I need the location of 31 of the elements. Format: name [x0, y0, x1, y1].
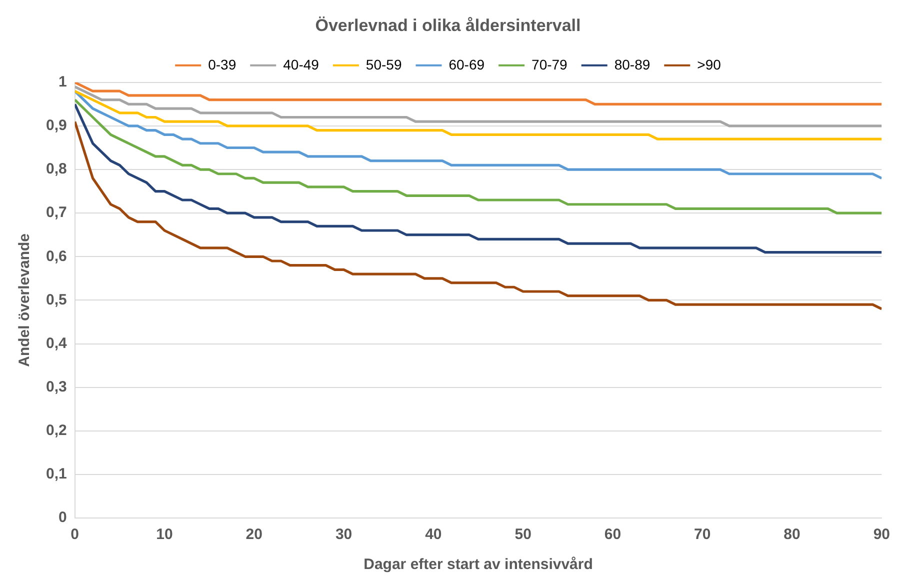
x-tick-label: 80 — [784, 526, 800, 544]
x-tick-label: 30 — [335, 526, 352, 544]
x-tick-label: 50 — [514, 526, 532, 544]
x-tick-label: 60 — [604, 526, 622, 544]
y-tick-label: 0,8 — [46, 160, 67, 178]
y-tick-label: 0,9 — [46, 117, 67, 134]
y-tick-label: 0,3 — [46, 378, 67, 396]
legend-label: 80-89 — [614, 56, 650, 72]
legend-label: 70-79 — [532, 56, 568, 72]
x-axis-title: Dagar efter start av intensivvård — [364, 556, 593, 574]
y-tick-label: 0,4 — [46, 334, 68, 352]
x-tick-label: 70 — [694, 526, 711, 544]
y-axis-title: Andel överlevande — [16, 234, 34, 367]
y-tick-label: 1 — [58, 74, 67, 91]
x-tick-label: 40 — [425, 526, 442, 544]
y-tick-label: 0 — [58, 509, 67, 526]
x-tick-label: 90 — [873, 526, 890, 544]
y-tick-label: 0,1 — [46, 466, 67, 483]
x-tick-label: 10 — [156, 526, 173, 544]
y-tick-label: 0,7 — [46, 204, 67, 222]
x-tick-label: 0 — [70, 526, 80, 544]
legend-label: 40-49 — [283, 56, 320, 72]
x-tick-label: 20 — [246, 526, 262, 544]
legend-label: 60-69 — [448, 56, 485, 72]
chart-title: Överlevnad i olika åldersintervall — [315, 16, 581, 35]
legend-label: 0-39 — [208, 56, 236, 72]
legend-label: >90 — [697, 56, 722, 72]
y-tick-label: 0,5 — [46, 291, 67, 308]
y-tick-label: 0,2 — [46, 422, 67, 440]
y-tick-label: 0,6 — [46, 248, 67, 265]
legend-label: 50-59 — [366, 56, 402, 72]
